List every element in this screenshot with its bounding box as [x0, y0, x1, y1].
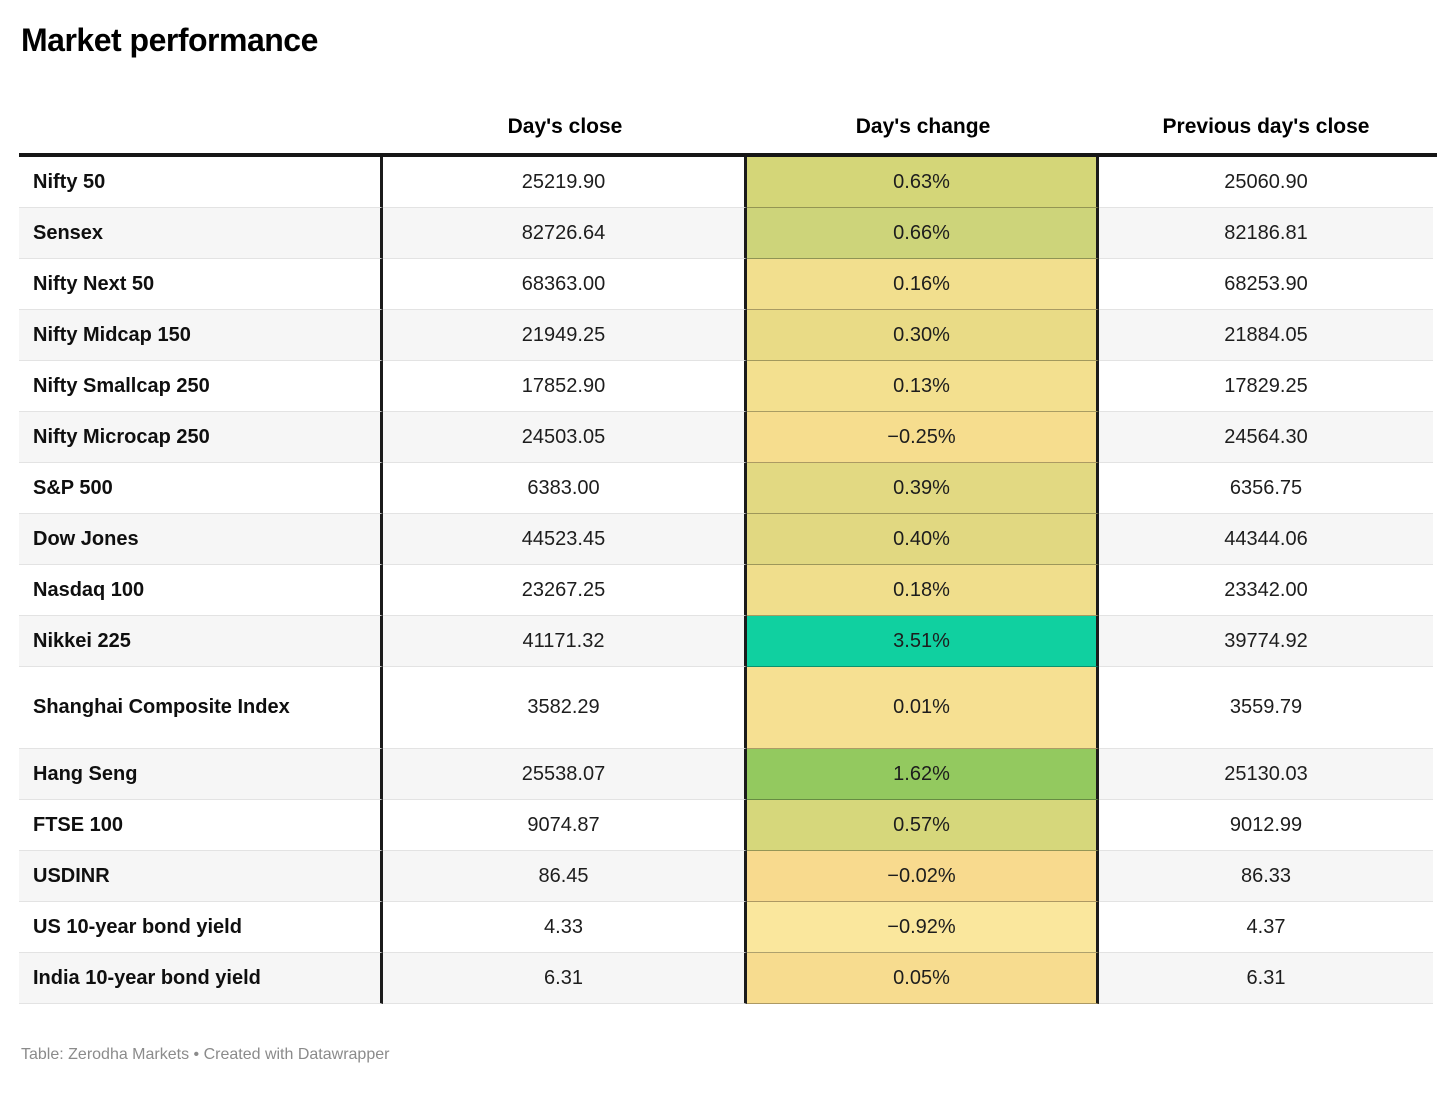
row-name-cell: Shanghai Composite Index — [19, 667, 383, 749]
days-close-cell: 44523.45 — [383, 514, 747, 565]
days-change-cell: 0.05% — [747, 953, 1099, 1004]
days-close-cell: 6383.00 — [383, 463, 747, 514]
table-row: Nifty Next 50 68363.00 0.16% 68253.90 — [19, 259, 1437, 310]
previous-days-close-cell: 68253.90 — [1099, 259, 1433, 310]
days-change-cell: 0.30% — [747, 310, 1099, 361]
days-close-cell: 6.31 — [383, 953, 747, 1004]
previous-days-close-cell: 39774.92 — [1099, 616, 1433, 667]
days-change-cell: 0.18% — [747, 565, 1099, 616]
row-name-cell: Nasdaq 100 — [19, 565, 383, 616]
days-close-cell: 41171.32 — [383, 616, 747, 667]
days-change-cell: −0.92% — [747, 902, 1099, 953]
previous-days-close-cell: 21884.05 — [1099, 310, 1433, 361]
previous-days-close-cell: 86.33 — [1099, 851, 1433, 902]
days-change-cell: −0.25% — [747, 412, 1099, 463]
previous-days-close-cell: 25060.90 — [1099, 157, 1433, 208]
table-row: Nifty Smallcap 250 17852.90 0.13% 17829.… — [19, 361, 1437, 412]
previous-days-close-cell: 6.31 — [1099, 953, 1433, 1004]
previous-days-close-cell: 4.37 — [1099, 902, 1433, 953]
table-row: US 10-year bond yield 4.33 −0.92% 4.37 — [19, 902, 1437, 953]
previous-days-close-cell: 6356.75 — [1099, 463, 1433, 514]
header-days-close: Day's close — [507, 115, 623, 138]
header-previous-days-close: Previous day's close — [1162, 115, 1370, 138]
row-name-cell: Nifty 50 — [19, 157, 383, 208]
days-close-cell: 17852.90 — [383, 361, 747, 412]
days-close-cell: 86.45 — [383, 851, 747, 902]
table-row: FTSE 100 9074.87 0.57% 9012.99 — [19, 800, 1437, 851]
row-name-cell: Nifty Smallcap 250 — [19, 361, 383, 412]
row-name-cell: Nifty Next 50 — [19, 259, 383, 310]
days-change-cell: −0.02% — [747, 851, 1099, 902]
row-name-cell: FTSE 100 — [19, 800, 383, 851]
days-change-cell: 0.01% — [747, 667, 1099, 749]
table-body: Nifty 50 25219.90 0.63% 25060.90 Sensex … — [19, 153, 1437, 1004]
table-row: Hang Seng 25538.07 1.62% 25130.03 — [19, 749, 1437, 800]
table-row: Nasdaq 100 23267.25 0.18% 23342.00 — [19, 565, 1437, 616]
days-close-cell: 3582.29 — [383, 667, 747, 749]
table-row: S&P 500 6383.00 0.39% 6356.75 — [19, 463, 1437, 514]
previous-days-close-cell: 3559.79 — [1099, 667, 1433, 749]
attribution-footer: Table: Zerodha Markets • Created with Da… — [21, 1046, 390, 1063]
days-change-cell: 1.62% — [747, 749, 1099, 800]
table-row: Dow Jones 44523.45 0.40% 44344.06 — [19, 514, 1437, 565]
row-name-cell: Sensex — [19, 208, 383, 259]
table-row: Nifty Microcap 250 24503.05 −0.25% 24564… — [19, 412, 1437, 463]
previous-days-close-cell: 24564.30 — [1099, 412, 1433, 463]
header-days-change: Day's change — [855, 115, 991, 138]
row-name-cell: Nikkei 225 — [19, 616, 383, 667]
days-close-cell: 4.33 — [383, 902, 747, 953]
table-row: Shanghai Composite Index 3582.29 0.01% 3… — [19, 667, 1437, 749]
previous-days-close-cell: 25130.03 — [1099, 749, 1433, 800]
days-close-cell: 21949.25 — [383, 310, 747, 361]
previous-days-close-cell: 23342.00 — [1099, 565, 1433, 616]
row-name-cell: US 10-year bond yield — [19, 902, 383, 953]
row-name-cell: India 10-year bond yield — [19, 953, 383, 1004]
days-close-cell: 25538.07 — [383, 749, 747, 800]
previous-days-close-cell: 9012.99 — [1099, 800, 1433, 851]
days-close-cell: 23267.25 — [383, 565, 747, 616]
row-name-cell: S&P 500 — [19, 463, 383, 514]
days-close-cell: 82726.64 — [383, 208, 747, 259]
table-row: Nikkei 225 41171.32 3.51% 39774.92 — [19, 616, 1437, 667]
row-name-cell: USDINR — [19, 851, 383, 902]
days-change-cell: 0.66% — [747, 208, 1099, 259]
days-close-cell: 9074.87 — [383, 800, 747, 851]
row-name-cell: Nifty Microcap 250 — [19, 412, 383, 463]
days-change-cell: 0.13% — [747, 361, 1099, 412]
row-name-cell: Dow Jones — [19, 514, 383, 565]
days-close-cell: 68363.00 — [383, 259, 747, 310]
days-close-cell: 25219.90 — [383, 157, 747, 208]
page-title: Market performance — [21, 22, 318, 58]
table-row: Sensex 82726.64 0.66% 82186.81 — [19, 208, 1437, 259]
row-name-cell: Hang Seng — [19, 749, 383, 800]
days-close-cell: 24503.05 — [383, 412, 747, 463]
previous-days-close-cell: 82186.81 — [1099, 208, 1433, 259]
days-change-cell: 0.16% — [747, 259, 1099, 310]
table-row: Nifty 50 25219.90 0.63% 25060.90 — [19, 157, 1437, 208]
table-row: USDINR 86.45 −0.02% 86.33 — [19, 851, 1437, 902]
previous-days-close-cell: 17829.25 — [1099, 361, 1433, 412]
days-change-cell: 0.40% — [747, 514, 1099, 565]
days-change-cell: 0.39% — [747, 463, 1099, 514]
previous-days-close-cell: 44344.06 — [1099, 514, 1433, 565]
days-change-cell: 0.57% — [747, 800, 1099, 851]
table-row: India 10-year bond yield 6.31 0.05% 6.31 — [19, 953, 1437, 1004]
row-name-cell: Nifty Midcap 150 — [19, 310, 383, 361]
days-change-cell: 0.63% — [747, 157, 1099, 208]
table-header-row: Day's close Day's change Previous day's … — [19, 115, 1437, 153]
days-change-cell: 3.51% — [747, 616, 1099, 667]
table-row: Nifty Midcap 150 21949.25 0.30% 21884.05 — [19, 310, 1437, 361]
